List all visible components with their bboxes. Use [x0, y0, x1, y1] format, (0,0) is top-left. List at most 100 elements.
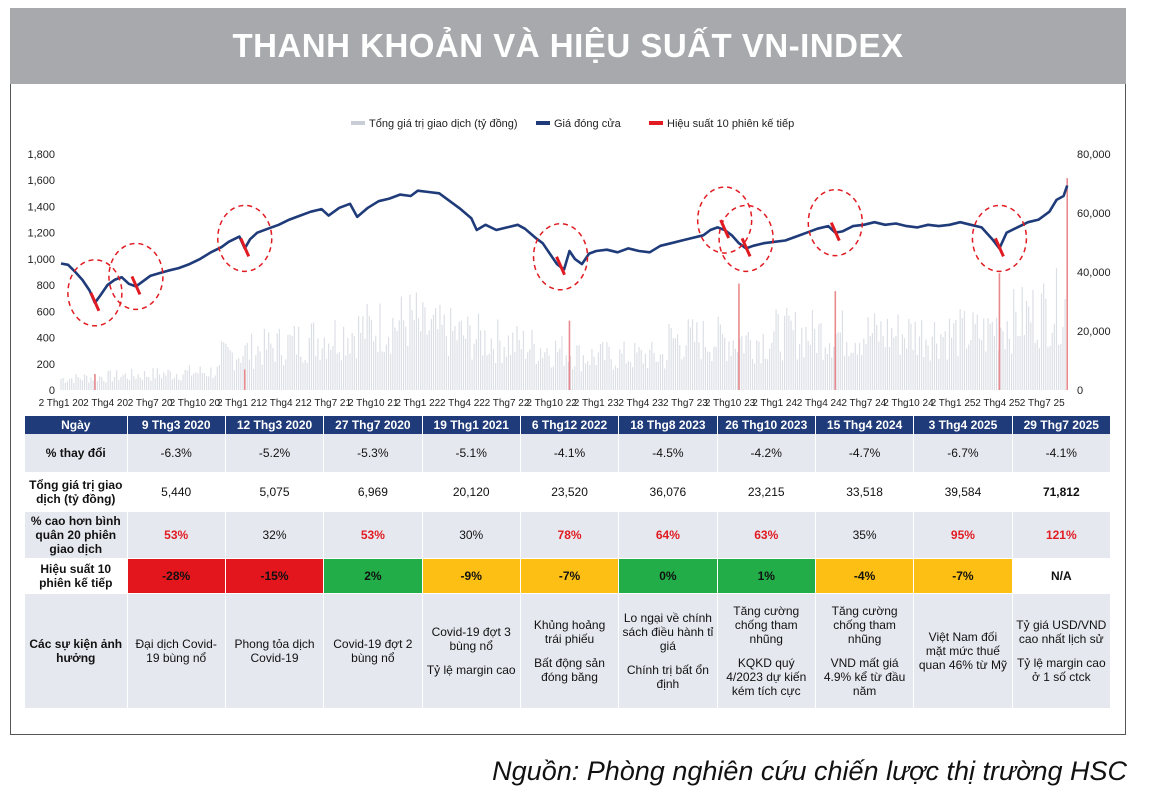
x-tick: 2 Thg10 24 — [883, 398, 934, 409]
event-text: Tỷ giá USD/VND cao nhất lịch sử — [1016, 618, 1107, 646]
cell: 63% — [717, 511, 816, 559]
legend-label: Hiệu suất 10 phiên kế tiếp — [667, 118, 794, 130]
cell: 5,075 — [225, 472, 325, 512]
event-circle — [807, 188, 864, 257]
event-text: Phong tỏa dịch Covid-19 — [234, 637, 315, 665]
date-header: 9 Thg3 2020 — [127, 416, 226, 434]
source-note: Nguồn: Phòng nghiên cứu chiến lược thị t… — [492, 756, 1127, 786]
cell: 6,969 — [323, 472, 423, 512]
row-label: % cao hơn bình quân 20 phiên giao dịch — [25, 511, 128, 559]
row-change: % thay đổi -6.3% -5.2% -5.3% -5.1% -4.1%… — [25, 434, 1112, 473]
cell: 36,076 — [618, 472, 718, 512]
x-tick: 2 Thg4 25 — [975, 398, 1020, 409]
event-text: Tỷ lệ margin cao — [426, 663, 516, 677]
cell: -28% — [127, 558, 226, 594]
x-tick: 2 Thg7 21 — [306, 398, 351, 409]
event-circle — [108, 242, 164, 311]
x-tick: 2 Thg1 22 — [395, 398, 440, 409]
events-table: Ngày 9 Thg3 2020 12 Thg3 2020 27 Thg7 20… — [25, 416, 1112, 709]
x-tick: 2 Thg7 24 — [841, 398, 886, 409]
event-cell: Phong tỏa dịch Covid-19 — [225, 593, 325, 709]
cell: 39,584 — [913, 472, 1013, 512]
event-text: Chính trị bất ổn định — [626, 663, 709, 691]
cell: 30% — [422, 511, 521, 559]
event-highlight — [555, 256, 566, 276]
y-left-tick: 600 — [37, 306, 55, 318]
cell: 53% — [127, 511, 226, 559]
cell: -4.1% — [520, 434, 620, 473]
event-highlight — [740, 237, 752, 258]
event-highlight — [239, 237, 251, 258]
x-tick: 2 Thg4 22 — [440, 398, 485, 409]
y-right-tick: 40,000 — [1077, 267, 1111, 279]
y-right-tick: 80,000 — [1077, 149, 1111, 161]
cell: 95% — [913, 511, 1013, 559]
x-tick: 2 Thg7 20 — [128, 398, 173, 409]
row-volume: Tổng giá trị giao dịch (tỷ đồng) 5,440 5… — [25, 472, 1112, 512]
x-tick: 2 Thg7 25 — [1020, 398, 1065, 409]
cell: -9% — [422, 558, 521, 594]
title-banner: THANH KHOẢN VÀ HIỆU SUẤT VN-INDEX — [10, 8, 1126, 84]
x-tick: 2 Thg1 23 — [574, 398, 619, 409]
event-cell: Tăng cường chống tham nhũng VND mất giá 4… — [815, 593, 915, 709]
cell: -6.7% — [913, 434, 1013, 473]
cell: 20,120 — [422, 472, 521, 512]
event-circle — [971, 204, 1028, 273]
x-tick: 2 Thg7 23 — [663, 398, 708, 409]
event-cell: Đại dịch Covid-19 bùng nổ — [127, 593, 226, 709]
event-highlight — [130, 275, 142, 296]
cell: -5.1% — [422, 434, 521, 473]
cell: 2% — [323, 558, 423, 594]
event-text: Covid-19 đợt 2 bùng nổ — [333, 637, 413, 665]
y-left-tick: 1,400 — [27, 201, 55, 213]
x-tick: 2 Thg10 20 — [170, 398, 221, 409]
y-left-tick: 400 — [37, 333, 55, 345]
event-cell: Covid-19 đợt 2 bùng nổ — [323, 593, 423, 709]
cell: 53% — [323, 511, 423, 559]
x-tick: 2 Thg4 20 — [83, 398, 128, 409]
y-right-tick: 0 — [1077, 385, 1083, 397]
row-label: Tổng giá trị giao dịch (tỷ đồng) — [25, 472, 128, 512]
cell: -7% — [520, 558, 620, 594]
cell: 121% — [1012, 511, 1112, 559]
cell: 1% — [717, 558, 816, 594]
event-cell: Tỷ giá USD/VND cao nhất lịch sử Tỷ lệ mar… — [1012, 593, 1112, 709]
x-tick: 2 Thg4 21 — [262, 398, 307, 409]
price-line — [60, 185, 1069, 305]
date-header: 15 Thg4 2024 — [815, 416, 915, 434]
x-tick: 2 Thg10 21 — [348, 398, 399, 409]
event-text: Tỷ lệ margin cao ở 1 số ctck — [1016, 656, 1106, 684]
event-highlight — [829, 222, 841, 242]
cell: -4% — [815, 558, 915, 594]
legend-label: Tổng giá trị giao dịch (tỷ đồng) — [369, 118, 518, 130]
x-tick: 2 Thg1 20 — [39, 398, 84, 409]
table-header-row: Ngày 9 Thg3 2020 12 Thg3 2020 27 Thg7 20… — [25, 416, 1112, 434]
row-label: Hiệu suất 10 phiên kế tiếp — [25, 558, 128, 594]
event-text: Đại dịch Covid-19 bùng nổ — [135, 637, 217, 665]
row-events: Các sự kiện ảnh hưởng Đại dịch Covid-19 … — [25, 593, 1112, 709]
cell: -5.3% — [323, 434, 423, 473]
x-tick: 2 Thg1 24 — [752, 398, 797, 409]
event-circle — [718, 204, 774, 273]
row-above-avg: % cao hơn bình quân 20 phiên giao dịch 5… — [25, 511, 1112, 559]
y-left-tick: 1,600 — [27, 175, 55, 187]
y-left-tick: 200 — [37, 359, 55, 371]
date-header: 19 Thg1 2021 — [422, 416, 521, 434]
event-text: Lo ngại về chính sách điều hành tỉ giá — [622, 611, 714, 653]
event-cell: Covid-19 đợt 3 bùng nổ Tỷ lệ margin cao — [422, 593, 521, 709]
event-cell: Lo ngại về chính sách điều hành tỉ giá Ch… — [618, 593, 718, 709]
event-highlight — [994, 237, 1005, 258]
vnindex-chart: Tổng giá trị giao dịch (tỷ đồng) Giá đóng… — [27, 118, 1111, 409]
event-text: Tăng cường chống tham nhũng — [733, 604, 800, 646]
cell: 32% — [225, 511, 325, 559]
event-circle — [696, 186, 753, 254]
cell: -4.1% — [1012, 434, 1112, 473]
cell: -7% — [913, 558, 1013, 594]
x-tick: 2 Thg10 23 — [705, 398, 756, 409]
date-header: 27 Thg7 2020 — [323, 416, 423, 434]
cell: -4.2% — [717, 434, 816, 473]
row-perf10: Hiệu suất 10 phiên kế tiếp -28% -15% 2% … — [25, 558, 1112, 594]
event-circle — [532, 223, 589, 291]
date-header: 26 Thg10 2023 — [717, 416, 816, 434]
y-left-tick: 1,800 — [27, 149, 55, 161]
